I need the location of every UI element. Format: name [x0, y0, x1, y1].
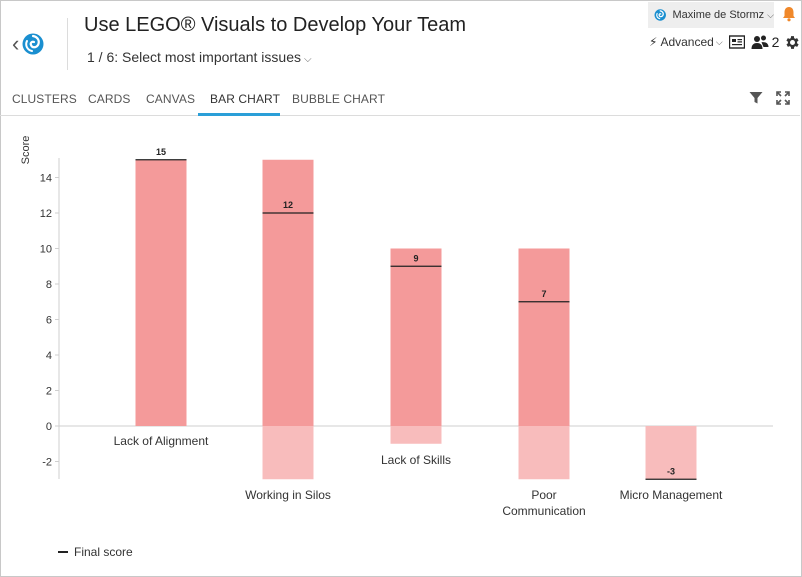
header: ‹ Use LEGO® Visuals to Develop Your Team…	[0, 0, 800, 86]
category-label: Poor	[531, 488, 556, 502]
user-menu[interactable]: Maxime de Stormz ⌵	[648, 2, 774, 28]
participant-count: 2	[771, 34, 780, 50]
y-tick-label: 10	[40, 244, 52, 256]
avatar-logo-icon	[654, 9, 666, 21]
fullscreen-icon[interactable]	[775, 90, 793, 108]
back-chevron-icon: ‹	[12, 31, 20, 56]
final-score-label: 15	[156, 147, 166, 157]
bar-negative	[262, 426, 314, 480]
tab-cards[interactable]: CARDS	[88, 92, 131, 106]
y-tick-label: 14	[40, 173, 52, 185]
page-title: Use LEGO® Visuals to Develop Your Team	[84, 14, 466, 36]
participants-icon[interactable]	[751, 34, 769, 50]
y-tick-label: 4	[46, 350, 52, 362]
category-label-line2: Communication	[502, 504, 585, 518]
user-name: Maxime de Stormz	[672, 9, 765, 21]
header-tools: ⚡︎ Advanced ⌵ 2	[649, 32, 801, 52]
final-score-label: 12	[283, 200, 293, 210]
final-score-label: 9	[413, 253, 418, 263]
bar-chart: Score -2 0 2 4 6 8 10 12 14 15 Lack of Alignment 12 W…	[20, 136, 773, 518]
bar-negative	[518, 426, 570, 480]
chevron-down-icon: ⌵	[767, 9, 774, 20]
chevron-down-icon: ⌵	[715, 36, 723, 47]
final-score-label: -3	[667, 466, 675, 476]
tab-bubble-chart[interactable]: BUBBLE CHART	[292, 92, 386, 106]
gear-icon[interactable]	[784, 34, 801, 51]
y-tick-label: 0	[46, 421, 52, 433]
y-tick-label: 6	[46, 315, 52, 327]
y-tick-label: -2	[42, 457, 52, 469]
logo-icon	[22, 33, 44, 55]
bell-icon[interactable]	[779, 4, 799, 24]
tab-canvas[interactable]: CANVAS	[146, 92, 196, 106]
y-tick-label: 12	[40, 208, 52, 220]
step-selector[interactable]: 1 / 6: Select most important issues ⌵	[87, 49, 312, 65]
bar-positive	[135, 159, 187, 426]
chevron-down-icon: ⌵	[303, 54, 312, 65]
y-axis-label: Score	[20, 136, 32, 165]
back-button[interactable]: ‹	[12, 28, 62, 60]
legend-final-score-swatch	[58, 551, 68, 553]
bar-positive	[390, 248, 442, 426]
mode-selector[interactable]: Advanced	[660, 35, 714, 49]
category-label: Micro Management	[620, 488, 723, 502]
category-label: Working in Silos	[245, 488, 331, 502]
view-tabs: CLUSTERS CARDS CANVAS BAR CHART BUBBLE C…	[0, 86, 800, 116]
bar-positive	[518, 248, 570, 426]
board-icon[interactable]	[728, 35, 745, 49]
filter-icon[interactable]	[748, 90, 766, 108]
y-tick-label: 2	[46, 386, 52, 398]
bolt-icon: ⚡︎	[649, 35, 658, 49]
tab-bar-chart[interactable]: BAR CHART	[210, 92, 281, 106]
bar-positive	[262, 159, 314, 426]
category-label: Lack of Skills	[381, 453, 451, 467]
category-label: Lack of Alignment	[114, 434, 209, 448]
bar-negative	[645, 426, 697, 480]
tab-clusters[interactable]: CLUSTERS	[12, 92, 77, 106]
final-score-label: 7	[541, 289, 546, 299]
y-tick-label: 8	[46, 279, 52, 291]
chart-legend: Final score	[58, 545, 133, 559]
bar-negative	[390, 426, 442, 444]
legend-final-score-label: Final score	[74, 545, 133, 559]
step-label: 1 / 6: Select most important issues	[87, 49, 301, 65]
header-divider	[67, 18, 68, 70]
active-tab-indicator	[198, 113, 280, 116]
